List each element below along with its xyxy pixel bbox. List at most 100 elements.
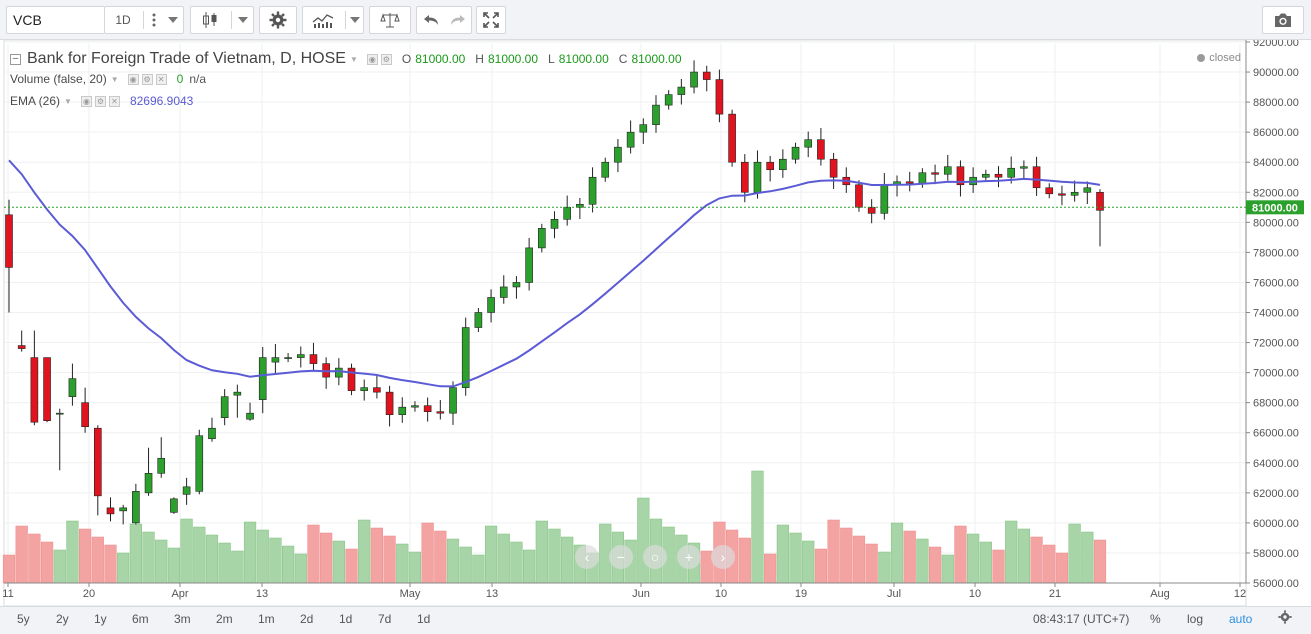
interval-button[interactable]: 1D	[115, 13, 131, 27]
volume-bar	[548, 528, 561, 584]
settings-group	[259, 6, 297, 34]
gear-icon[interactable]: ⚙	[141, 73, 153, 85]
percent-toggle[interactable]: %	[1150, 612, 1161, 626]
symbol-input[interactable]	[6, 6, 104, 34]
chevron-down-icon[interactable]	[163, 7, 183, 33]
x-tick-label: May	[400, 588, 421, 600]
range-3m[interactable]: 3m	[174, 612, 191, 626]
price-axis: 92000.00 90000.00 88000.00 86000.00 84000.00…	[1245, 40, 1299, 590]
gear-icon[interactable]	[1278, 610, 1292, 627]
eye-icon[interactable]: ◉	[80, 95, 92, 107]
candle-body	[411, 405, 419, 408]
redo-icon[interactable]	[444, 7, 471, 33]
candle-body	[766, 161, 774, 171]
volume-label: Volume (false, 20)	[10, 72, 107, 86]
candlestick-icon[interactable]	[191, 7, 229, 33]
candle-body	[499, 286, 508, 298]
camera-icon[interactable]	[1263, 7, 1303, 33]
candle-body	[170, 498, 178, 513]
range-6m[interactable]: 6m	[132, 612, 149, 626]
more-vertical-icon[interactable]	[145, 7, 163, 33]
volume-bar	[358, 519, 371, 584]
y-tick-label: 76000.00	[1253, 277, 1299, 289]
candle-body	[614, 146, 622, 163]
volume-bar	[79, 528, 92, 584]
gear-icon[interactable]: ⚙	[380, 53, 392, 65]
candle-body	[931, 172, 939, 175]
volume-bar	[928, 546, 942, 584]
candle-body	[1020, 166, 1028, 169]
range-2d[interactable]: 2d	[300, 612, 314, 626]
volume-bar	[1081, 531, 1094, 584]
volume-bar	[472, 554, 485, 584]
range-2y[interactable]: 2y	[56, 612, 69, 626]
chevron-down-icon[interactable]: ▼	[349, 54, 358, 64]
eye-icon[interactable]: ◉	[366, 53, 378, 65]
legend-main: – Bank for Foreign Trade of Vietnam, D, …	[10, 50, 682, 68]
candle-body	[144, 472, 153, 494]
y-tick-label: 62000.00	[1253, 488, 1299, 500]
zoom-in-icon[interactable]: +	[677, 545, 701, 569]
zoom-out-icon[interactable]: −	[609, 545, 633, 569]
auto-toggle[interactable]: auto	[1229, 612, 1253, 626]
collapse-icon[interactable]: –	[10, 53, 21, 65]
y-tick-label: 72000.00	[1253, 338, 1299, 350]
fullscreen-icon[interactable]	[477, 7, 505, 33]
volume-bar	[878, 551, 891, 584]
range-1d-intraday[interactable]: 1d	[417, 612, 431, 626]
y-tick-label: 90000.00	[1253, 67, 1299, 79]
indicators-icon[interactable]	[303, 7, 343, 33]
scroll-left-icon[interactable]: ‹	[575, 545, 599, 569]
compare-scale-icon[interactable]	[370, 7, 410, 33]
candle-body	[982, 173, 990, 178]
candle-body	[791, 146, 800, 160]
candles	[5, 60, 1104, 525]
y-tick-label: 84000.00	[1253, 157, 1299, 169]
chevron-down-icon[interactable]	[346, 7, 364, 33]
x-tick-label: 21	[1049, 588, 1061, 600]
candle-body	[81, 402, 89, 428]
volume-bar	[345, 548, 358, 584]
range-1y[interactable]: 1y	[94, 612, 107, 626]
volume-bar	[15, 525, 28, 584]
candle-body	[512, 282, 521, 288]
range-5y[interactable]: 5y	[17, 612, 30, 626]
volume-bar	[979, 541, 992, 584]
candle-body	[208, 427, 216, 440]
volume-bar	[282, 545, 295, 584]
undo-icon[interactable]	[417, 7, 444, 33]
reset-icon[interactable]: ○	[643, 545, 667, 569]
volume-bar	[827, 519, 840, 584]
range-1m[interactable]: 1m	[258, 612, 275, 626]
chart-area[interactable]: 92000.00 90000.00 88000.00 86000.00 84000.00…	[0, 40, 1311, 606]
range-1d[interactable]: 1d	[339, 612, 353, 626]
volume-bar	[561, 536, 574, 584]
range-2m[interactable]: 2m	[216, 612, 233, 626]
volume-bar	[180, 518, 193, 584]
close-icon[interactable]: ✕	[108, 95, 120, 107]
volume-bar	[789, 532, 802, 584]
x-tick-label: 19	[795, 588, 807, 600]
close-label: C	[618, 52, 628, 66]
log-toggle[interactable]: log	[1187, 612, 1204, 626]
price-chart[interactable]: 92000.00 90000.00 88000.00 86000.00 84000.00…	[0, 40, 1311, 606]
range-7d[interactable]: 7d	[378, 612, 392, 626]
scroll-right-icon[interactable]: ›	[711, 545, 735, 569]
high-value: 81000.00	[487, 52, 539, 66]
y-tick-label: 58000.00	[1253, 548, 1299, 560]
eye-icon[interactable]: ◉	[127, 73, 139, 85]
legend-volume: Volume (false, 20) ▼ ◉ ⚙ ✕ 0 n/a	[10, 72, 206, 86]
chevron-down-icon[interactable]: ▼	[64, 96, 72, 106]
candle-body	[829, 158, 838, 178]
close-icon[interactable]: ✕	[155, 73, 167, 85]
candle-body	[360, 387, 369, 391]
gear-icon[interactable]: ⚙	[94, 95, 106, 107]
candle-body	[474, 312, 483, 328]
volume-bar	[129, 523, 142, 584]
indicators-group	[302, 6, 364, 34]
timezone[interactable]: (UTC+7)	[1083, 612, 1130, 626]
gear-icon[interactable]	[260, 7, 296, 33]
candle-body	[753, 161, 762, 193]
chevron-down-icon[interactable]	[233, 7, 253, 33]
chevron-down-icon[interactable]: ▼	[110, 74, 119, 84]
